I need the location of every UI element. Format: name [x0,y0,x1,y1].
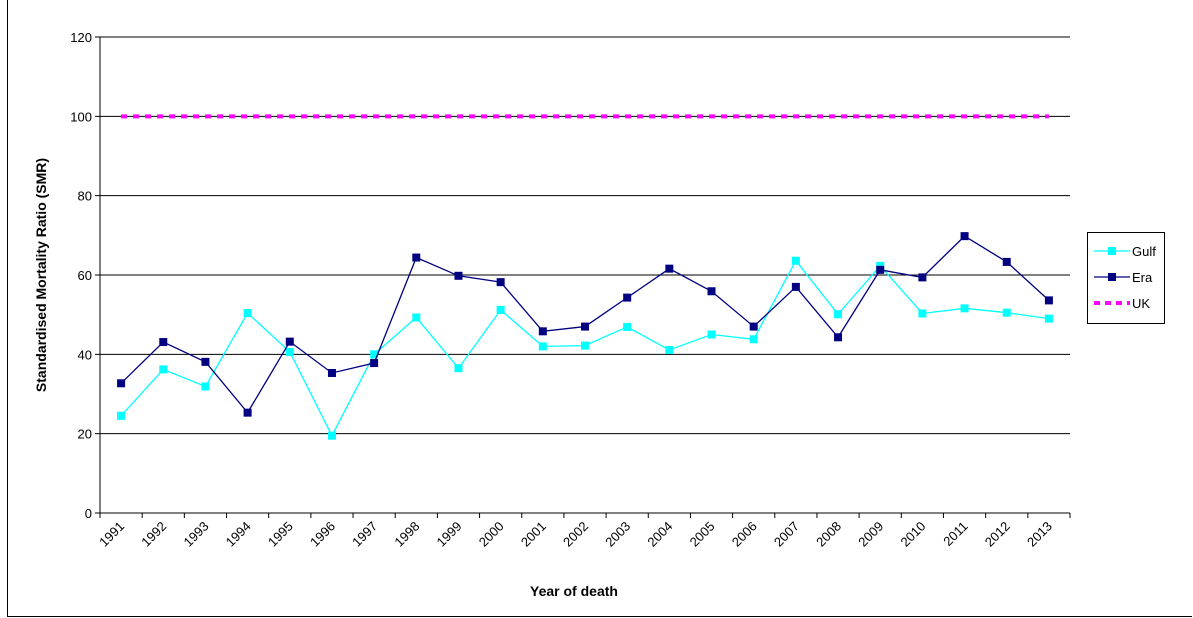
y-tick-label: 120 [70,30,92,45]
legend: Gulf Era UK [1087,232,1165,324]
series-layer [117,114,1053,440]
data-point-era [918,273,927,282]
data-point-gulf [454,364,463,373]
x-tick-label: 2008 [813,519,844,550]
data-point-era [960,232,969,241]
x-tick-label: 1997 [349,519,380,550]
data-point-era [1044,296,1053,305]
data-point-era [538,327,547,336]
x-tick-label: 1996 [307,519,338,550]
data-point-gulf [918,309,927,318]
x-tick-label: 2005 [687,519,718,550]
data-point-gulf [1044,314,1053,323]
y-tick-label: 60 [78,268,92,283]
data-point-gulf [496,305,505,314]
axes [95,36,1071,518]
legend-swatch [1094,301,1130,305]
data-point-era [117,379,126,388]
legend-label: Era [1132,270,1153,285]
data-point-gulf [960,304,969,313]
y-tick-label: 0 [85,506,92,521]
data-point-gulf [159,365,168,374]
x-tick-label: 2002 [560,519,591,550]
data-point-era [665,264,674,273]
x-tick-label: 2011 [940,519,970,549]
x-tick-label: 1991 [96,519,127,550]
data-point-gulf [243,309,252,318]
legend-swatch [1094,273,1130,281]
data-point-gulf [201,382,210,391]
data-point-gulf [370,350,379,359]
y-tick-label: 40 [78,347,92,362]
x-tick-label: 2013 [1024,519,1055,550]
x-tick-label: 2000 [476,519,507,550]
tick-labels: 0 20 40 60 80 100 120 1991 1992 1993 1994 1995 1996 1… [70,30,1055,550]
chart-frame [7,0,1192,617]
data-point-gulf [581,341,589,350]
gridlines [100,36,1070,435]
data-point-gulf [538,342,547,351]
x-tick-label: 2006 [729,519,760,550]
x-axis-title: Year of death [530,583,618,599]
data-point-gulf [285,347,294,356]
legend-item-uk: UK [1088,293,1164,313]
data-point-gulf [117,411,126,420]
data-point-era [201,357,210,366]
data-point-era [1002,257,1011,266]
x-tick-label: 1999 [434,519,465,550]
data-point-era [454,271,463,280]
data-point-era [370,359,379,368]
legend-swatch-marker [1108,247,1116,255]
data-point-gulf [327,431,336,440]
x-tick-label: 2009 [855,519,886,550]
data-point-gulf [412,313,421,322]
legend-label: Gulf [1132,244,1156,259]
x-tick-label: 1998 [391,519,422,550]
data-point-gulf [834,310,843,319]
data-point-era [791,282,800,291]
x-tick-label: 2012 [982,519,1013,550]
data-point-gulf [1002,308,1011,317]
x-tick-label: 1992 [138,519,169,550]
legend-swatch-marker [1108,273,1116,281]
data-point-gulf [707,330,716,339]
data-point-era [581,322,589,331]
data-point-era [749,322,758,331]
data-point-era [159,338,168,347]
x-tick-label: 2001 [518,519,549,550]
data-point-gulf [791,256,800,265]
x-tick-label: 2003 [602,519,633,550]
data-point-era [707,287,716,296]
x-tick-label: 2007 [771,519,802,550]
data-point-era [496,278,505,287]
data-point-era [623,293,632,302]
data-point-gulf [623,322,632,331]
y-tick-label: 20 [78,427,92,442]
x-tick-label: 1995 [265,519,296,550]
x-tick-label: 1994 [223,519,254,550]
y-tick-label: 80 [78,189,92,204]
data-point-era [876,265,885,274]
data-point-era [834,333,843,342]
data-point-era [285,337,294,346]
data-point-gulf [665,345,674,354]
data-point-era [327,368,336,377]
data-point-era [243,408,252,417]
legend-item-gulf: Gulf [1088,241,1164,261]
legend-item-era: Era [1088,267,1164,287]
x-tick-label: 2010 [897,519,928,550]
x-tick-label: 1993 [180,519,211,550]
legend-label: UK [1132,296,1151,311]
y-tick-label: 100 [70,109,92,124]
legend-swatch [1094,247,1130,255]
y-axis-title: Standardised Mortality Ratio (SMR) [33,158,49,392]
x-tick-label: 2004 [644,519,675,550]
data-point-gulf [749,335,758,344]
data-point-era [412,253,421,262]
